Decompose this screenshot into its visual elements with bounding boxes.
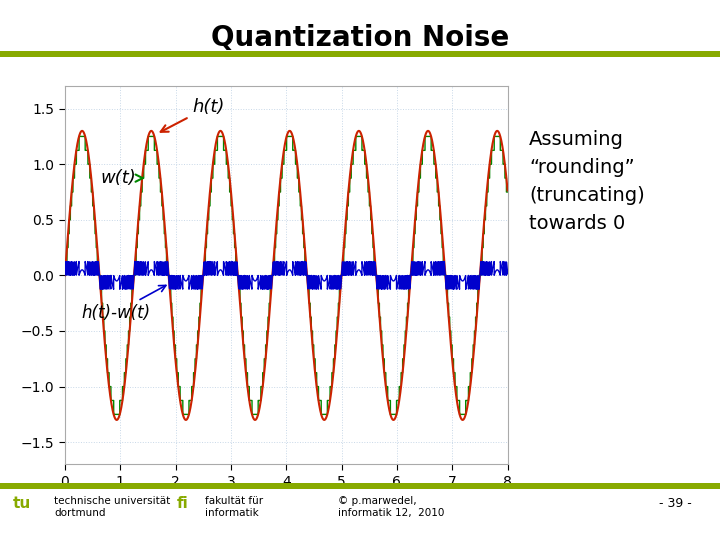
Text: fakultät für: fakultät für	[205, 496, 264, 506]
Text: Assuming
“rounding”
(truncating)
towards 0: Assuming “rounding” (truncating) towards…	[529, 130, 645, 233]
Text: dortmund: dortmund	[54, 508, 106, 518]
Text: h(t): h(t)	[161, 98, 225, 132]
Text: informatik: informatik	[205, 508, 259, 518]
Text: technische universität: technische universität	[54, 496, 170, 506]
Text: © p.marwedel,: © p.marwedel,	[338, 496, 417, 506]
Text: fi: fi	[176, 496, 188, 511]
Text: informatik 12,  2010: informatik 12, 2010	[338, 508, 445, 518]
Text: w(t): w(t)	[101, 169, 143, 187]
Text: tu: tu	[13, 496, 31, 511]
Text: h(t)-w(t): h(t)-w(t)	[81, 286, 166, 322]
Text: - 39 -: - 39 -	[659, 497, 691, 510]
Text: Quantization Noise: Quantization Noise	[211, 24, 509, 52]
